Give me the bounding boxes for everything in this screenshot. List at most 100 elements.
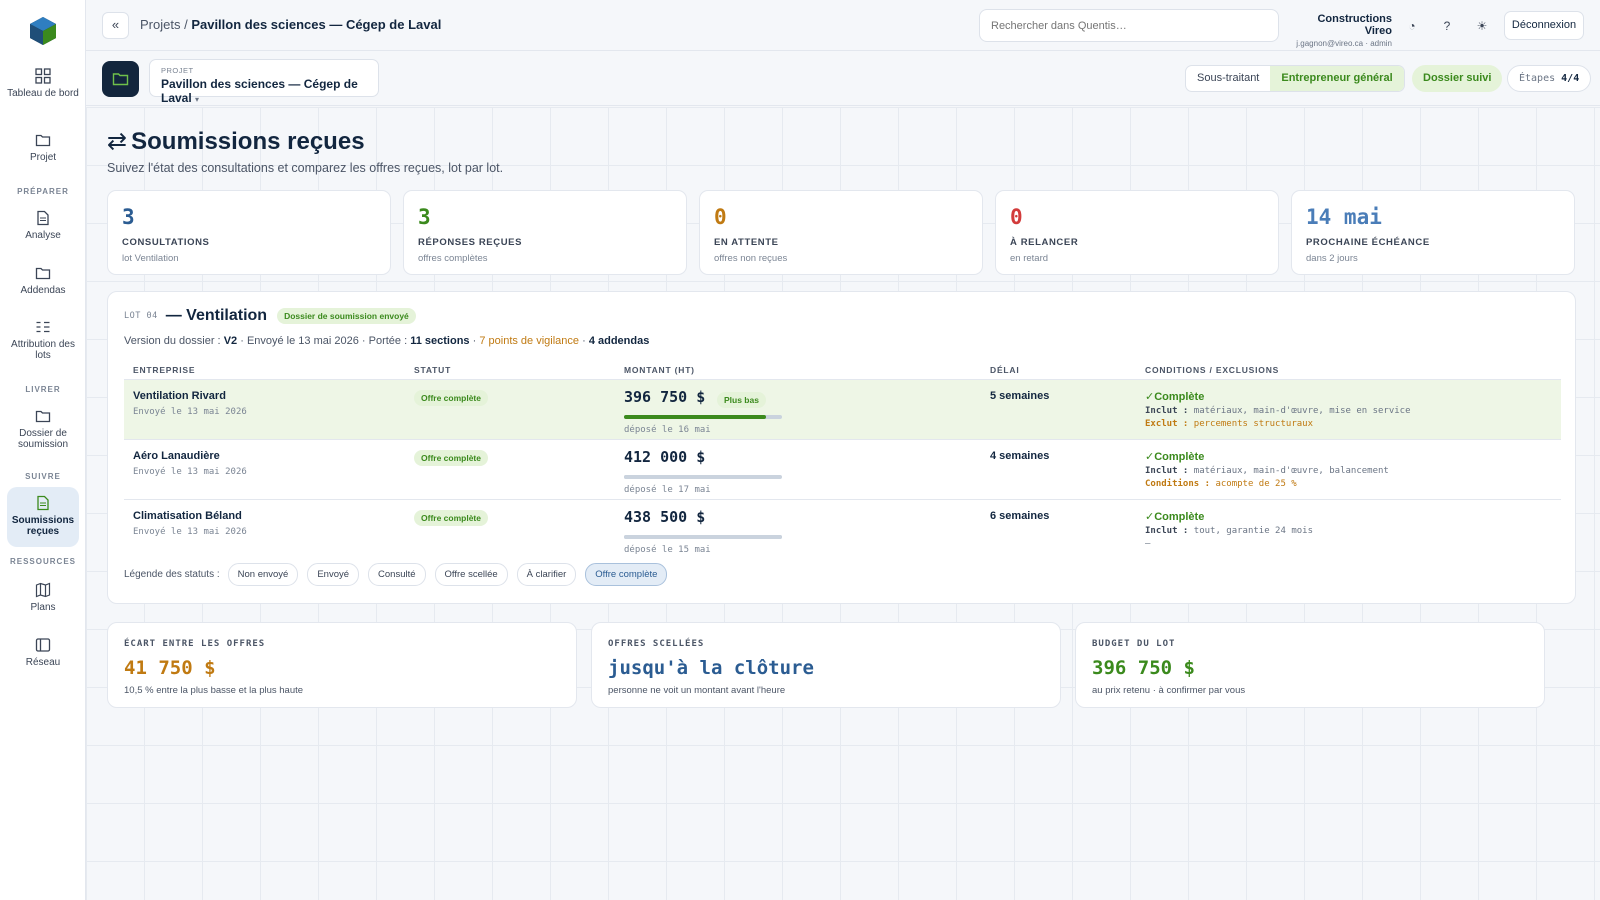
project-select-label: PROJET — [161, 66, 194, 75]
stat-card: 3 RÉPONSES REÇUES offres complètes — [403, 190, 687, 275]
sidebar-section-label: SUIVRE — [25, 472, 61, 481]
search-input[interactable] — [979, 9, 1279, 42]
stat-subtitle: offres complètes — [418, 253, 488, 264]
amount: 412 000 $ — [624, 448, 706, 466]
lot-meta: Version du dossier : V2 · Envoyé le 13 m… — [124, 335, 650, 347]
company-name: Aéro Lanaudière — [133, 450, 220, 462]
collapse-sidebar-button[interactable]: « — [102, 12, 129, 39]
stat-card: 14 mai PROCHAINE ÉCHÉANCE dans 2 jours — [1291, 190, 1575, 275]
sidebar-item-dashboard[interactable]: Tableau de bord — [7, 60, 79, 116]
theme-toggle-icon[interactable]: ☀ — [1476, 19, 1488, 33]
vigilance-link[interactable]: 7 points de vigilance — [479, 335, 580, 347]
stat-value: 3 — [122, 205, 135, 229]
stat-card: 0 EN ATTENTE offres non reçues — [699, 190, 983, 275]
list-icon — [36, 321, 50, 333]
breadcrumb-current: Pavillon des sciences — Cégep de Laval — [191, 17, 442, 32]
role-subcontractor[interactable]: Sous-traitant — [1197, 72, 1260, 84]
status-legend: Légende des statuts : Non envoyé Envoyé Co… — [124, 563, 676, 586]
chevron-down-icon: ▾ — [195, 95, 200, 104]
sidebar-item-project[interactable]: Projet — [7, 124, 79, 170]
condition-includes: Inclut : matériaux, main-d'œuvre, mise e… — [1145, 406, 1411, 416]
account-info[interactable]: Constructions Vireo j.gagnon@vireo.ca · … — [1292, 13, 1392, 48]
org-name: Constructions Vireo — [1317, 13, 1392, 37]
summary-card: BUDGET DU LOT 396 750 $ au prix retenu ·… — [1075, 622, 1545, 708]
amount: 438 500 $ — [624, 508, 706, 526]
table-row[interactable]: Climatisation Béland Envoyé le 13 mai 20… — [124, 499, 1561, 559]
sidebar-item-label: Dossier de soumission — [17, 428, 69, 450]
condition-status: ✓Complète — [1145, 511, 1205, 523]
legend-chip[interactable]: Consulté — [368, 563, 426, 586]
legend-chip[interactable]: À clarifier — [516, 563, 577, 586]
sidebar-item-label: Projet — [29, 152, 57, 163]
condition-extra: Exclut : percements structuraux — [1145, 419, 1313, 429]
stat-card: 3 CONSULTATIONS lot Ventilation — [107, 190, 391, 275]
conditions: ✓Complète Inclut : tout, garantie 24 moi… — [1145, 510, 1313, 549]
sidebar-item-label: Addendas — [20, 285, 66, 296]
summary-label: OFFRES SCELLÉES — [608, 639, 705, 649]
legend-chip[interactable]: Envoyé — [307, 563, 360, 586]
stat-subtitle: lot Ventilation — [122, 253, 179, 264]
table-row[interactable]: Aéro Lanaudière Envoyé le 13 mai 2026 Of… — [124, 439, 1561, 499]
status-badge: Offre complète — [414, 510, 488, 526]
project-bar: PROJET Pavillon des sciences — Cégep de … — [86, 51, 1600, 106]
project-folder-icon — [102, 61, 139, 97]
stat-subtitle: offres non reçues — [714, 253, 788, 264]
company-name: Ventilation Rivard — [133, 390, 226, 402]
user-email: j.gagnon@vireo.ca · admin — [1296, 39, 1392, 48]
breadcrumb-root[interactable]: Projets / — [140, 17, 188, 32]
legend-chip[interactable]: Offre complète — [585, 563, 668, 586]
sidebar-item-analysis[interactable]: Analyse — [7, 202, 79, 248]
stat-value: 0 — [714, 205, 727, 229]
legend-chip[interactable]: Offre scellée — [434, 563, 508, 586]
lot-card: LOT 04 — Ventilation Dossier de soumissi… — [107, 291, 1576, 604]
addendas-link[interactable]: 4 addendas — [588, 335, 650, 347]
condition-status: ✓Complète — [1145, 451, 1205, 463]
stat-subtitle: en retard — [1010, 253, 1049, 264]
help-icon[interactable]: ? — [1443, 19, 1451, 33]
sidebar-item-label: Réseau — [25, 657, 61, 668]
stat-subtitle: dans 2 jours — [1306, 253, 1358, 264]
status-badge: Dossier suivi — [1412, 65, 1503, 92]
project-select[interactable]: PROJET Pavillon des sciences — Cégep de … — [149, 59, 379, 105]
summary-subtitle: personne ne voit un montant avant l'heur… — [608, 685, 786, 696]
sent-date: Envoyé le 13 mai 2026 — [133, 527, 247, 537]
breadcrumb: Projets / Pavillon des sciences — Cégep … — [140, 17, 441, 32]
conditions: ✓Complète Inclut : matériaux, main-d'œuv… — [1145, 450, 1389, 489]
grid-icon — [35, 68, 51, 84]
column-header: CONDITIONS / EXCLUSIONS — [1145, 365, 1280, 375]
sidebar-item-submission-file[interactable]: Dossier de soumission — [7, 400, 79, 456]
sidebar-item-plans[interactable]: Plans — [7, 574, 79, 620]
summary-value: 396 750 $ — [1092, 657, 1195, 679]
table-row[interactable]: Ventilation Rivard Envoyé le 13 mai 2026… — [124, 379, 1561, 439]
legend-chip[interactable]: Non envoyé — [227, 563, 299, 586]
column-header: ENTREPRISE — [133, 365, 196, 375]
role-switch: Sous-traitant Entrepreneur général — [1185, 65, 1405, 92]
role-general-contractor[interactable]: Entrepreneur général — [1270, 66, 1404, 91]
sidebar-section-label: LIVRER — [25, 385, 61, 394]
sidebar-item-network[interactable]: Réseau — [7, 629, 79, 675]
amount: 396 750 $ — [624, 388, 706, 406]
deposit-date: déposé le 15 mai — [624, 545, 711, 555]
stat-label: PROCHAINE ÉCHÉANCE — [1306, 237, 1430, 248]
history-icon[interactable]: ◔ — [1408, 19, 1416, 33]
condition-includes: Inclut : matériaux, main-d'œuvre, balanc… — [1145, 466, 1389, 476]
project-select-value: Pavillon des sciences — Cégep de Laval ▾ — [161, 77, 358, 105]
main-content: ⇄ Soumissions reçues Suivez l'état des co… — [86, 107, 1600, 900]
status-badge: Offre complète — [414, 390, 488, 406]
folder-icon — [35, 134, 51, 147]
lowest-badge: Plus bas — [717, 392, 766, 408]
column-header: DÉLAI — [990, 365, 1020, 375]
logout-button[interactable]: Déconnexion — [1504, 11, 1584, 40]
sidebar-item-lot-attribution[interactable]: Attribution des lots — [7, 311, 79, 367]
amount-bar — [624, 535, 782, 539]
sidebar-item-label: Tableau de bord — [7, 88, 79, 99]
condition-includes: Inclut : tout, garantie 24 mois — [1145, 526, 1313, 536]
sidebar-item-received-submissions[interactable]: Soumissions reçues — [7, 487, 79, 547]
sidebar-item-addendas[interactable]: Addendas — [7, 257, 79, 303]
stat-value: 0 — [1010, 205, 1023, 229]
column-header: STATUT — [414, 365, 452, 375]
sidebar-item-label: Attribution des lots — [11, 339, 75, 361]
lot-status-badge: Dossier de soumission envoyé — [277, 308, 416, 324]
status-badge: Offre complète — [414, 450, 488, 466]
folder-icon — [35, 410, 51, 423]
